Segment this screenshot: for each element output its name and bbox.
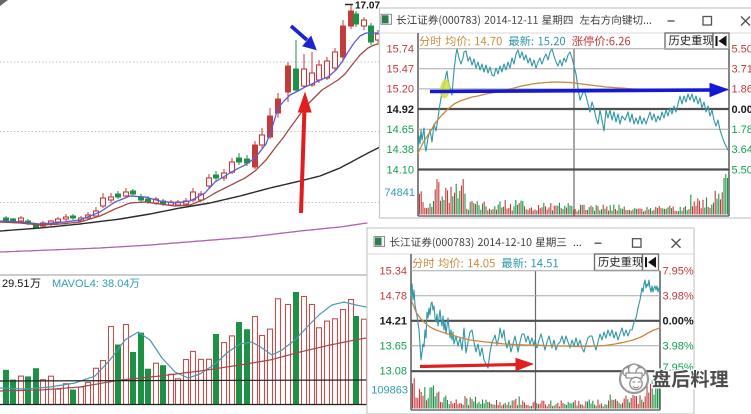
svg-text:0.00%: 0.00% [663, 316, 694, 328]
svg-text:14.92: 14.92 [386, 104, 414, 116]
svg-text:29.51: 29.51 [2, 278, 30, 290]
svg-text:5.50: 5.50 [732, 164, 751, 176]
svg-text:14.21: 14.21 [379, 316, 407, 328]
svg-text:15.74: 15.74 [386, 44, 414, 56]
svg-text:0.00: 0.00 [732, 104, 751, 116]
svg-text:17.07: 17.07 [355, 1, 380, 12]
svg-text:7.95%: 7.95% [663, 266, 694, 278]
svg-text:15.20: 15.20 [386, 84, 414, 96]
svg-text:14.65: 14.65 [386, 124, 414, 136]
svg-text:14.38: 14.38 [386, 144, 414, 156]
svg-text:15.34: 15.34 [379, 266, 407, 278]
svg-text:3.64: 3.64 [732, 144, 751, 156]
svg-text:3.98%: 3.98% [663, 341, 694, 353]
svg-text:MAVOL4: 38.04: MAVOL4: 38.04 [52, 278, 129, 290]
svg-text:15.47: 15.47 [386, 64, 414, 76]
svg-text:14.78: 14.78 [379, 291, 407, 303]
svg-text:14.10: 14.10 [386, 164, 414, 176]
svg-text:3.71: 3.71 [732, 64, 751, 76]
svg-text:109863: 109863 [371, 384, 408, 396]
svg-text:74841: 74841 [384, 187, 415, 199]
svg-text:1.78: 1.78 [732, 124, 751, 136]
svg-text:1.86: 1.86 [732, 84, 751, 96]
svg-text:5.50: 5.50 [732, 44, 751, 56]
svg-text:13.08: 13.08 [379, 366, 407, 378]
svg-text:13.65: 13.65 [379, 341, 407, 353]
svg-text:3.98%: 3.98% [663, 291, 694, 303]
